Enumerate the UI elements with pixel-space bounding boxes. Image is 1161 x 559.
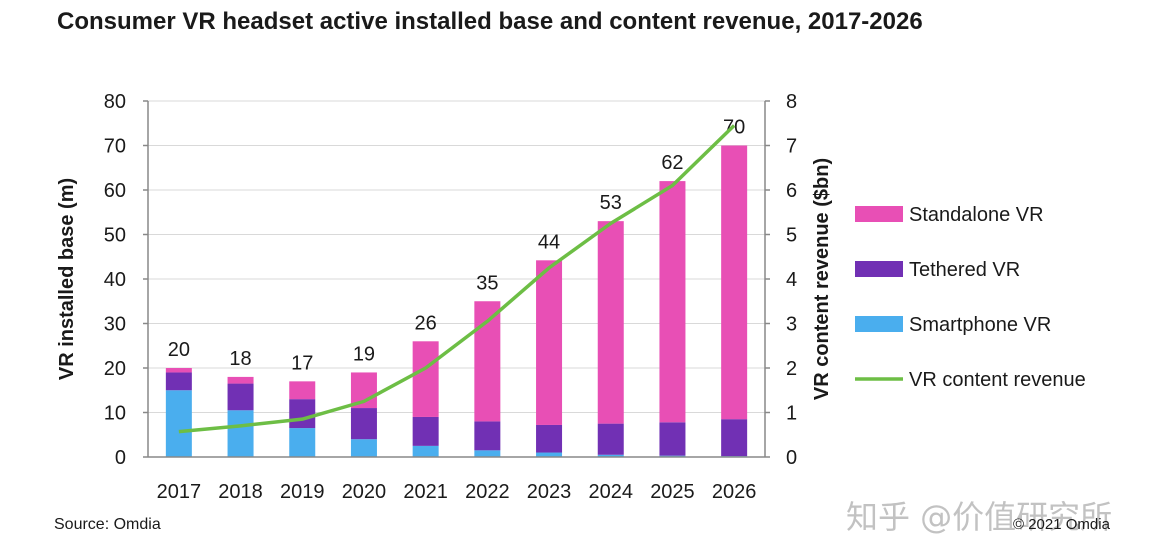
- copyright-note: © 2021 Omdia: [1013, 516, 1110, 533]
- bar-standalone-vr: [165, 368, 192, 373]
- left-tick-label: 0: [115, 447, 126, 469]
- total-label: 18: [229, 348, 251, 370]
- bar-tethered-vr: [227, 383, 254, 411]
- total-label: 17: [291, 352, 313, 374]
- chart-title: Consumer VR headset active installed bas…: [57, 8, 923, 35]
- left-tick-label: 10: [104, 403, 126, 425]
- x-tick-label: 2020: [342, 481, 387, 503]
- bar-smartphone-vr: [165, 390, 192, 457]
- bar-tethered-vr: [474, 421, 501, 451]
- bar-tethered-vr: [721, 419, 748, 457]
- right-tick-label: 8: [786, 91, 797, 113]
- legend-swatch: [855, 261, 903, 277]
- legend-swatch: [855, 316, 903, 332]
- x-tick-label: 2017: [157, 481, 202, 503]
- x-tick-label: 2024: [589, 481, 634, 503]
- right-tick-label: 5: [786, 225, 797, 247]
- bar-tethered-vr: [289, 399, 316, 429]
- bar-tethered-vr: [412, 416, 439, 446]
- bar-standalone-vr: [412, 341, 439, 417]
- x-tick-label: 2026: [712, 481, 757, 503]
- bar-smartphone-vr: [289, 428, 316, 457]
- right-tick-label: 4: [786, 269, 797, 291]
- total-label: 62: [661, 152, 683, 174]
- bar-smartphone-vr: [350, 439, 377, 457]
- bar-smartphone-vr: [227, 410, 254, 457]
- x-tick-label: 2019: [280, 481, 325, 503]
- bar-smartphone-vr: [597, 454, 624, 457]
- x-tick-label: 2023: [527, 481, 572, 503]
- bar-smartphone-vr: [474, 450, 501, 457]
- bar-standalone-vr: [289, 381, 316, 400]
- right-tick-label: 3: [786, 314, 797, 336]
- bar-standalone-vr: [659, 181, 686, 423]
- bar-smartphone-vr: [536, 452, 563, 457]
- left-tick-label: 40: [104, 269, 126, 291]
- left-tick-label: 50: [104, 225, 126, 247]
- total-label: 26: [415, 312, 437, 334]
- legend-swatch: [855, 206, 903, 222]
- y2-axis-title: VR content revenue ($bn): [811, 158, 833, 400]
- right-tick-label: 1: [786, 403, 797, 425]
- total-label: 20: [168, 339, 190, 361]
- legend-label: Smartphone VR: [909, 314, 1051, 336]
- revenue-line: [178, 124, 736, 434]
- bar-tethered-vr: [597, 423, 624, 455]
- total-label: 53: [600, 192, 622, 214]
- total-label: 44: [538, 231, 560, 253]
- bar-tethered-vr: [536, 424, 563, 453]
- source-note: Source: Omdia: [54, 516, 161, 533]
- legend-label: Standalone VR: [909, 204, 1044, 226]
- left-tick-label: 60: [104, 180, 126, 202]
- y-axis-title: VR installed base (m): [56, 178, 78, 380]
- bar-tethered-vr: [165, 372, 192, 391]
- left-tick-label: 20: [104, 358, 126, 380]
- bar-standalone-vr: [597, 221, 624, 424]
- x-tick-label: 2022: [465, 481, 510, 503]
- legend-label: Tethered VR: [909, 259, 1020, 281]
- bar-standalone-vr: [536, 260, 563, 425]
- legend-label: VR content revenue: [909, 369, 1086, 391]
- left-tick-label: 80: [104, 91, 126, 113]
- left-tick-label: 70: [104, 136, 126, 158]
- x-tick-label: 2018: [218, 481, 263, 503]
- bar-tethered-vr: [659, 422, 686, 456]
- right-tick-label: 7: [786, 136, 797, 158]
- right-tick-label: 2: [786, 358, 797, 380]
- watermark: 知乎 @价值研究所: [846, 498, 1113, 536]
- bar-smartphone-vr: [412, 445, 439, 457]
- right-tick-label: 0: [786, 447, 797, 469]
- x-tick-label: 2021: [403, 481, 448, 503]
- bar-standalone-vr: [227, 376, 254, 384]
- total-label: 35: [476, 272, 498, 294]
- bar-tethered-vr: [350, 408, 377, 440]
- right-tick-label: 6: [786, 180, 797, 202]
- left-tick-label: 30: [104, 314, 126, 336]
- total-label: 19: [353, 343, 375, 365]
- bar-standalone-vr: [721, 145, 748, 420]
- x-tick-label: 2025: [650, 481, 695, 503]
